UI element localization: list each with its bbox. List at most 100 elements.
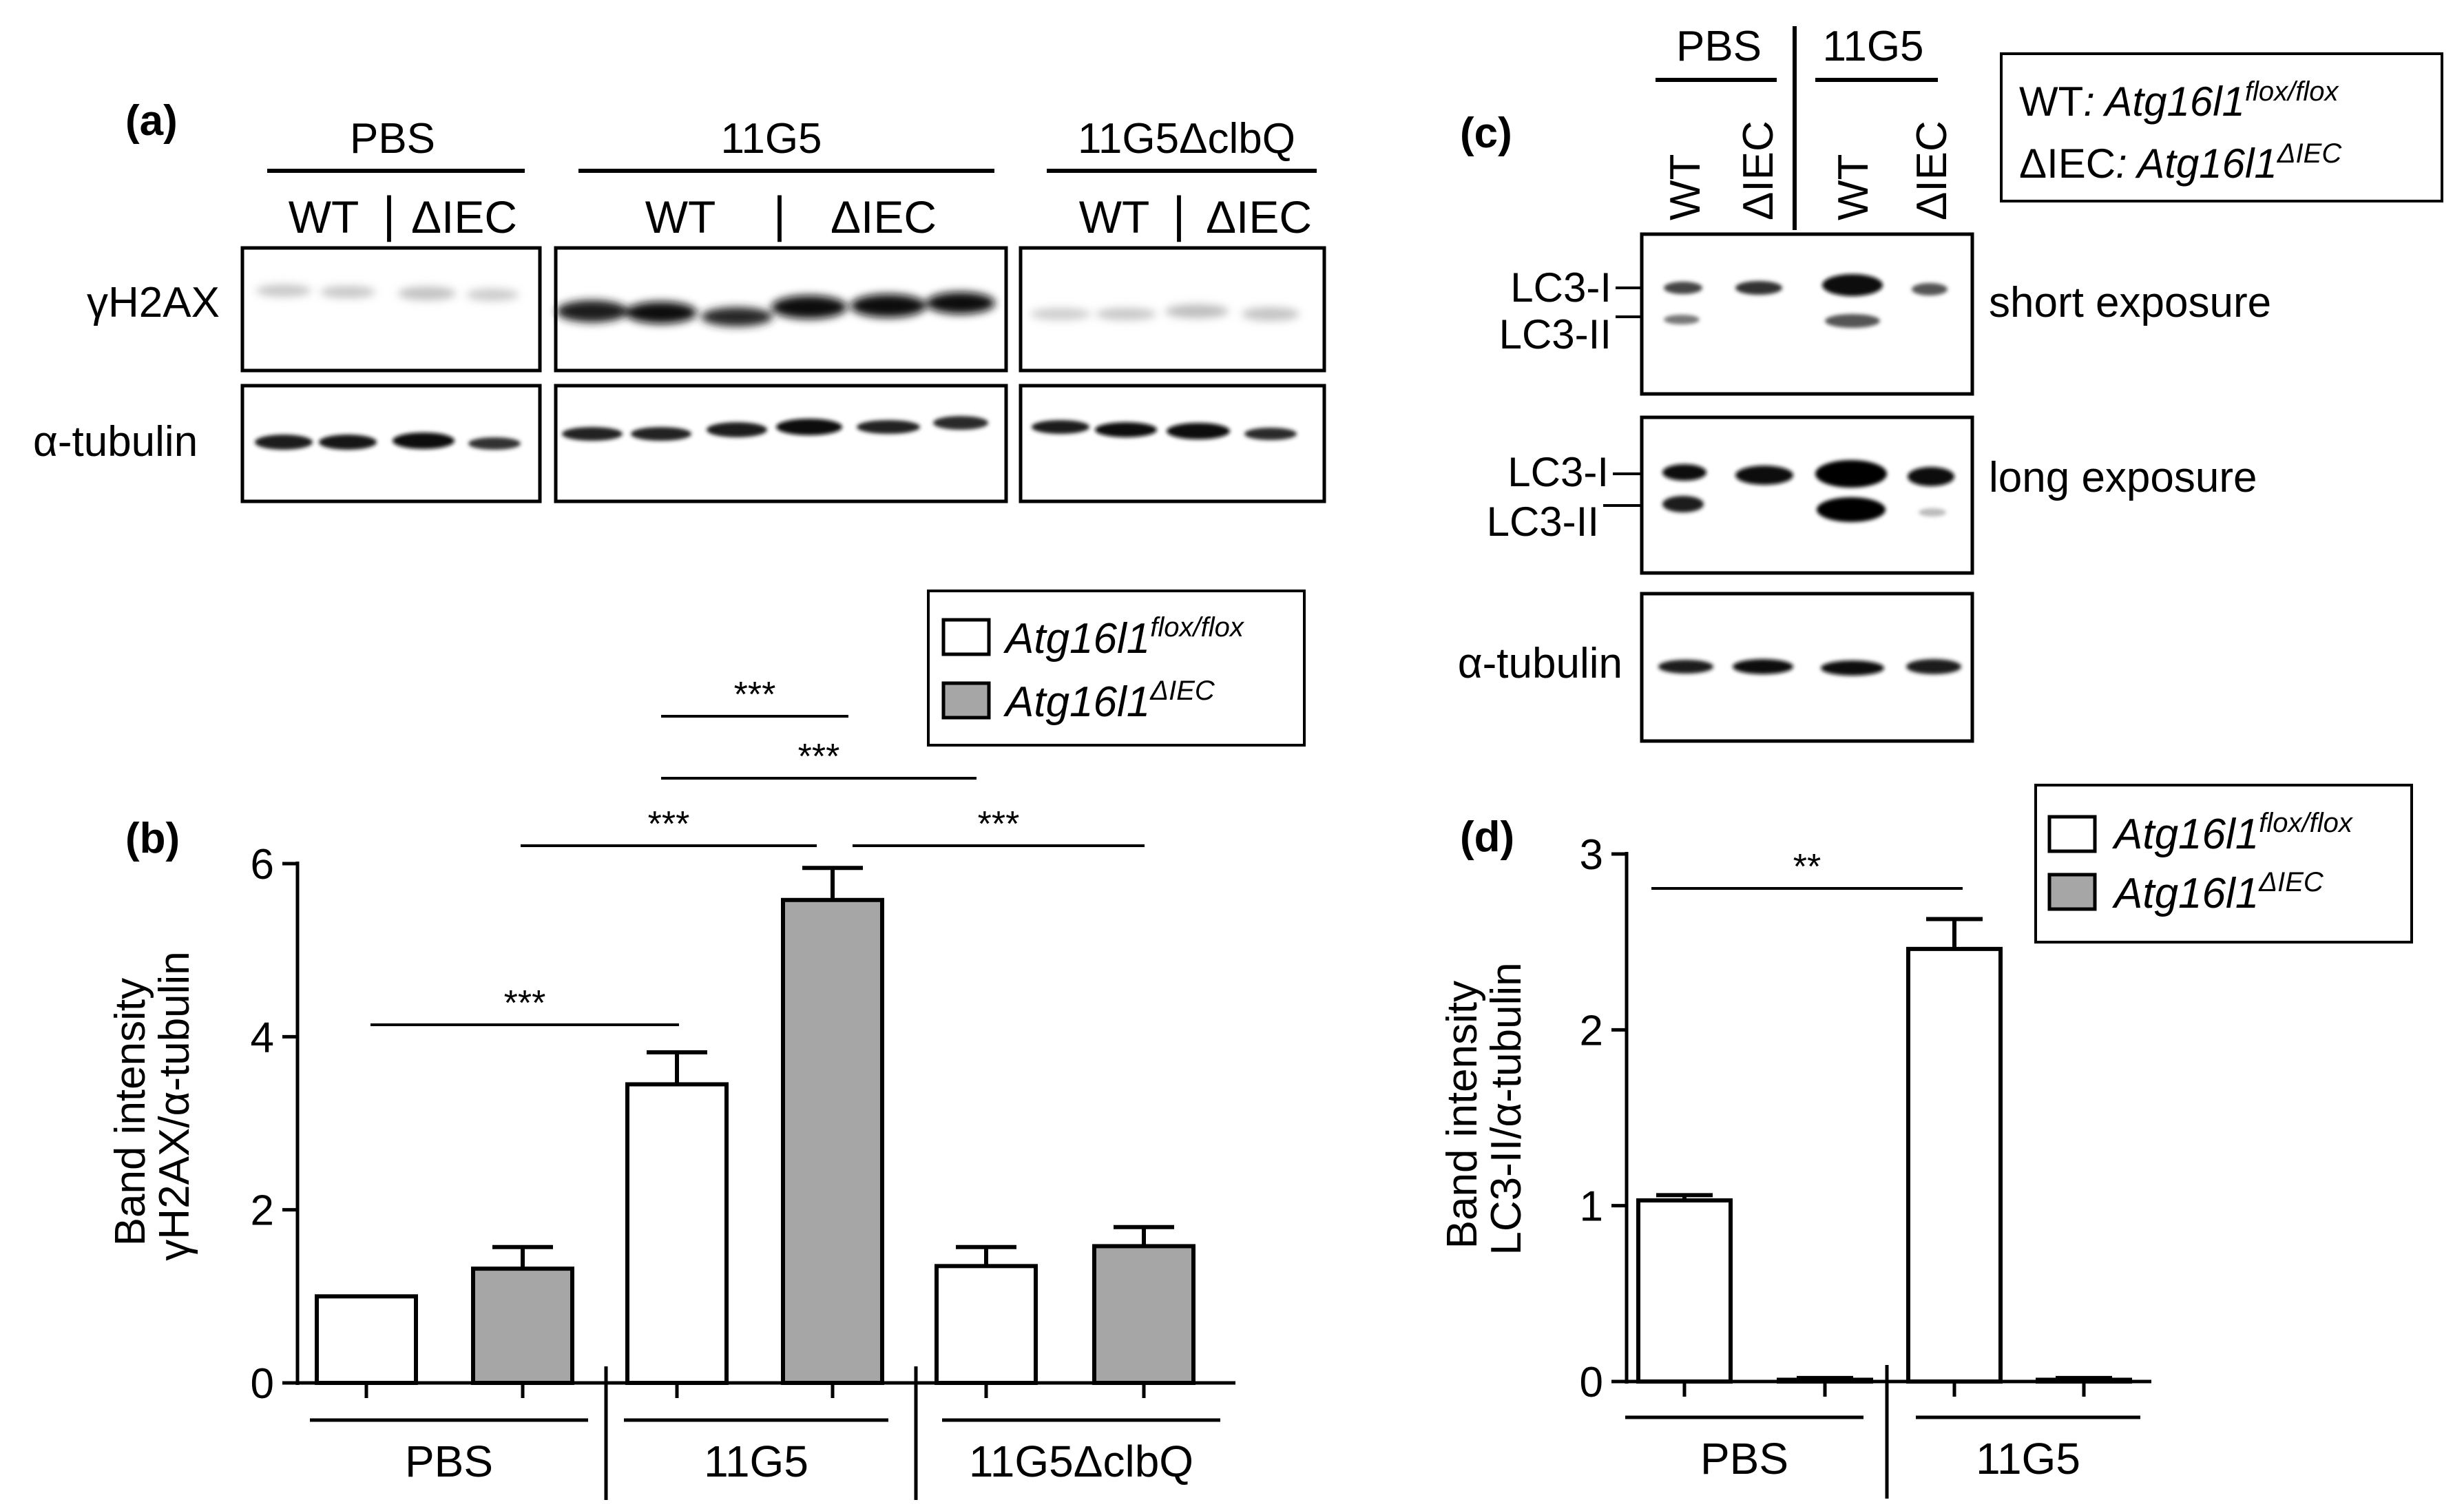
c-lane-label: WT	[1830, 154, 1877, 220]
sublabel-iec: ΔIEC	[831, 191, 937, 242]
blot-band	[1815, 460, 1887, 488]
sublabel-wt: WT	[645, 191, 716, 242]
bar	[315, 1294, 418, 1386]
blot-band	[1919, 508, 1946, 517]
blot-band	[933, 416, 988, 430]
blot-band	[1658, 660, 1713, 674]
group-label-11g5: 11G5	[720, 115, 822, 163]
blot-band	[1096, 308, 1156, 320]
blot-band	[468, 437, 521, 450]
blot-band	[1662, 496, 1704, 512]
category-label: PBS	[405, 1437, 493, 1486]
tubulin-label: α-tubulin	[1458, 640, 1622, 687]
sublabel-sep: |	[1173, 187, 1186, 242]
blot-band	[1735, 281, 1782, 295]
legend-text-flox: Atg16l1flox/flox	[1003, 612, 1245, 663]
blot-band	[701, 307, 773, 326]
blot-band	[857, 420, 920, 434]
bar-chart-d: 0 1 2 3 PBS 11G5 **	[1580, 831, 2151, 1499]
legend-swatch-flox	[2047, 815, 2097, 853]
bar	[935, 1264, 1038, 1385]
y-tick-label: 4	[251, 1014, 274, 1061]
key-line-iec: ΔIEC: Atg16l1ΔIEC	[2019, 138, 2342, 187]
blot-band	[1817, 497, 1886, 522]
y-axis-label: Band intensity γH2AX/α-tubulin	[107, 951, 198, 1260]
y-axis-label: Band intensity LC3-II/α-tubulin	[1439, 962, 1530, 1255]
panel-a: (a) PBS 11G5 11G5ΔclbQ WT | ΔIEC WT | ΔI…	[33, 97, 1326, 503]
blot-band	[466, 289, 519, 301]
c-group-label-pbs: PBS	[1676, 23, 1762, 70]
blot-band	[556, 300, 628, 322]
lc3i-label: LC3-I	[1510, 264, 1611, 311]
significance-label: ***	[978, 804, 1020, 844]
sublabel-wt: WT	[1079, 191, 1150, 242]
blot-band	[926, 292, 995, 314]
blot-band	[393, 433, 455, 449]
y-tick-label: 3	[1580, 831, 1603, 879]
significance-label: ***	[734, 675, 776, 715]
lc3ii-label: LC3-II	[1487, 499, 1599, 545]
blot-band	[1912, 283, 1948, 295]
c-lane-label: ΔIEC	[1908, 121, 1956, 220]
panel-b-label: (b)	[125, 815, 180, 862]
blot-band	[850, 294, 926, 317]
exposure-label-short: short exposure	[1989, 279, 2271, 326]
blot-band	[1735, 466, 1793, 485]
panel-a-label: (a)	[125, 97, 178, 145]
category-label: 11G5ΔclbQ	[969, 1437, 1193, 1486]
blot-band	[1825, 314, 1880, 328]
sublabel-sep: |	[383, 187, 396, 242]
bar	[781, 897, 884, 1385]
blot-band	[1032, 420, 1089, 434]
y-tick-label: 2	[1580, 1007, 1603, 1054]
bar	[471, 1267, 574, 1385]
panel-d-label: (d)	[1460, 813, 1514, 861]
bar-chart-b: 0 2 4 6 PBS 11G5 11G5ΔclbQ *** *** *** *** ***	[251, 675, 1235, 1500]
panel-c: (c) PBS 11G5 WT ΔIEC WT ΔIEC WT: Atg16l1…	[1458, 23, 2443, 743]
significance-label: ***	[648, 804, 690, 844]
blot-band	[398, 286, 456, 300]
bar	[1906, 946, 2003, 1384]
blot-band	[1030, 308, 1091, 320]
group-label-pbs: PBS	[350, 115, 435, 163]
blot-frame	[240, 246, 542, 373]
y-tick-label: 0	[1580, 1359, 1603, 1406]
legend-swatch-iec	[941, 681, 991, 720]
blot-band	[320, 286, 375, 298]
blot-band	[1906, 659, 1961, 674]
y-tick-label: 0	[251, 1360, 274, 1408]
y-tick-label: 1	[1580, 1183, 1603, 1231]
blot-band	[1664, 315, 1700, 324]
panel-b: (b) Atg16l1flox/flox Atg16l1ΔIEC Band in…	[107, 590, 1306, 1500]
blot-band	[1165, 304, 1229, 318]
bar	[2036, 1377, 2132, 1384]
blot-band	[631, 427, 691, 441]
blot-band	[1908, 467, 1954, 486]
significance-label: **	[1793, 847, 1821, 887]
sublabel-sep: |	[773, 187, 786, 242]
category-label: 11G5	[704, 1437, 808, 1486]
sublabel-iec: ΔIEC	[1206, 191, 1312, 242]
blot-frame	[554, 384, 1008, 503]
c-group-label-11g5: 11G5	[1822, 23, 1923, 70]
blot-frame	[1019, 384, 1326, 503]
blot-band	[1822, 274, 1883, 296]
legend-box	[927, 590, 1306, 747]
blot-band	[1167, 423, 1230, 439]
c-lane-label: WT	[1662, 154, 1709, 220]
blot-band	[256, 284, 311, 297]
blot-band	[776, 419, 842, 435]
c-lane-label: ΔIEC	[1735, 121, 1782, 220]
legend-text-iec: Atg16l1ΔIEC	[2111, 867, 2324, 917]
blot-band	[707, 422, 767, 437]
blot-band	[255, 435, 313, 450]
blot-band	[562, 427, 623, 441]
lc3i-label: LC3-I	[1507, 449, 1609, 495]
bar	[625, 1082, 729, 1385]
legend-swatch-flox	[941, 618, 991, 656]
sublabel-iec: ΔIEC	[411, 191, 517, 242]
row-label-gh2ax: γH2AX	[87, 279, 220, 326]
bar	[1777, 1377, 1873, 1384]
bar	[1092, 1244, 1196, 1385]
blot-frame-long	[1640, 415, 1974, 575]
